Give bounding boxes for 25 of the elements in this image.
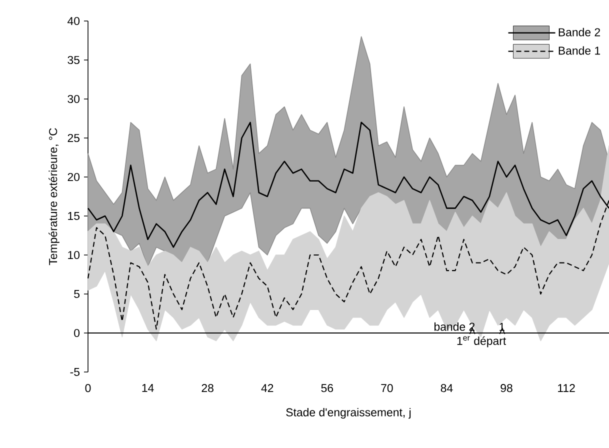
y-tick-label: 0 — [74, 328, 80, 338]
y-tick-label: 5 — [74, 290, 80, 298]
legend-label: Bande 2 — [558, 28, 600, 36]
y-tick-label: 30 — [68, 94, 80, 104]
x-tick-label: 42 — [261, 384, 274, 392]
x-axis-title: Stade d'engraissement, j — [286, 408, 411, 419]
x-tick-label: 112 — [558, 384, 575, 392]
y-tick-label: 15 — [68, 212, 80, 220]
x-tick-label: 28 — [202, 384, 214, 392]
x-tick-label: 0 — [85, 384, 91, 392]
y-tick-label: 40 — [68, 16, 80, 26]
x-tick-label: 14 — [142, 384, 154, 392]
y-tick-label: -5 — [70, 368, 80, 376]
y-tick-label: 35 — [68, 56, 80, 64]
annotation: bande 2 — [434, 322, 475, 331]
x-tick-label: 56 — [321, 384, 334, 392]
x-tick-label: 84 — [440, 384, 453, 392]
legend-label: Bande 1 — [558, 46, 600, 55]
annotation: 1$^{er}$ départ — [457, 336, 506, 348]
x-tick-label: 70 — [381, 384, 393, 392]
y-tick-label: 25 — [68, 134, 80, 142]
y-tick-label: 10 — [68, 250, 80, 260]
y-axis-title: Température extérieure, °C — [48, 128, 60, 266]
x-tick-label: 98 — [500, 384, 512, 392]
y-tick-label: 20 — [68, 172, 80, 182]
